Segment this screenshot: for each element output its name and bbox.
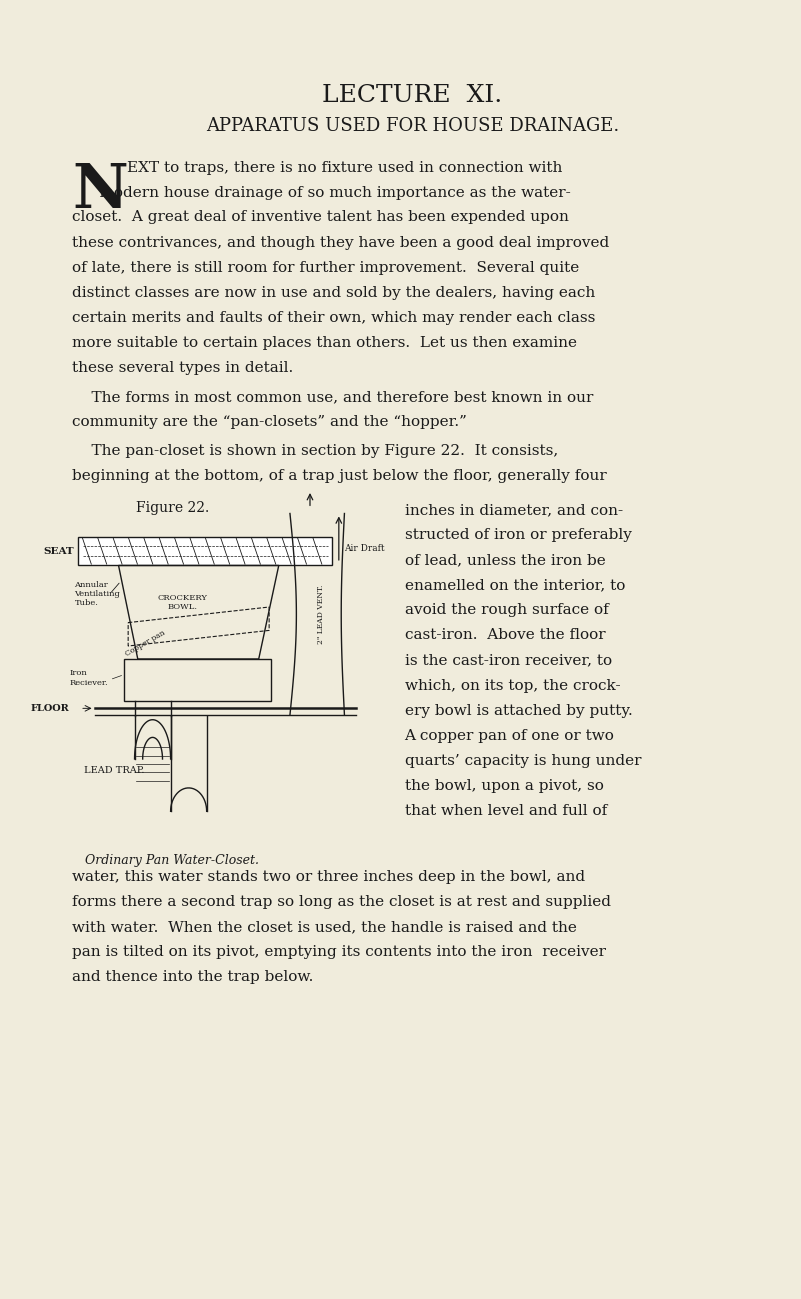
Text: Ordinary Pan Water-Closet.: Ordinary Pan Water-Closet. [85,855,260,868]
Text: ery bowl is attached by putty.: ery bowl is attached by putty. [405,704,632,717]
Text: quarts’ capacity is hung under: quarts’ capacity is hung under [405,753,641,768]
Text: closet.  A great deal of inventive talent has been expended upon: closet. A great deal of inventive talent… [72,210,569,225]
Text: and thence into the trap below.: and thence into the trap below. [72,970,313,985]
Text: A copper pan of one or two: A copper pan of one or two [405,729,614,743]
Text: Annular
Ventilating
Tube.: Annular Ventilating Tube. [74,581,120,608]
Text: Air Draft: Air Draft [344,544,385,553]
Text: these several types in detail.: these several types in detail. [72,361,293,375]
Text: 2" LEAD VENT.: 2" LEAD VENT. [317,585,325,644]
Text: forms there a second trap so long as the closet is at rest and supplied: forms there a second trap so long as the… [72,895,611,909]
Text: certain merits and faults of their own, which may render each class: certain merits and faults of their own, … [72,310,595,325]
Text: is the cast-iron receiver, to: is the cast-iron receiver, to [405,653,612,668]
Text: Iron
Reciever.: Iron Reciever. [70,669,108,687]
Text: enamelled on the interior, to: enamelled on the interior, to [405,578,625,592]
Text: that when level and full of: that when level and full of [405,804,606,818]
Text: inches in diameter, and con-: inches in diameter, and con- [405,503,622,517]
Text: avoid the rough surface of: avoid the rough surface of [405,603,608,617]
Text: Figure 22.: Figure 22. [135,500,209,514]
Text: CROCKERY
BOWL.: CROCKERY BOWL. [158,594,207,612]
Bar [78,536,332,565]
Text: the bowl, upon a pivot, so: the bowl, upon a pivot, so [405,779,603,792]
Text: LEAD TRAP.: LEAD TRAP. [84,765,145,774]
Text: FLOOR: FLOOR [31,704,70,713]
Text: LECTURE  XI.: LECTURE XI. [322,84,503,108]
Text: N: N [72,161,128,221]
Text: with water.  When the closet is used, the handle is raised and the: with water. When the closet is used, the… [72,920,577,934]
Text: more suitable to certain places than others.  Let us then examine: more suitable to certain places than oth… [72,335,577,349]
Text: Copper pan: Copper pan [124,629,167,659]
Text: distinct classes are now in use and sold by the dealers, having each: distinct classes are now in use and sold… [72,286,595,300]
Bar [124,659,271,700]
Text: EXT to traps, there is no fixture used in connection with: EXT to traps, there is no fixture used i… [127,161,562,175]
Text: The pan-closet is shown in section by Figure 22.  It consists,: The pan-closet is shown in section by Fi… [72,444,558,457]
Text: beginning at the bottom, of a trap just below the floor, generally four: beginning at the bottom, of a trap just … [72,469,607,483]
Text: of lead, unless the iron be: of lead, unless the iron be [405,553,606,568]
Text: APPARATUS USED FOR HOUSE DRAINAGE.: APPARATUS USED FOR HOUSE DRAINAGE. [206,117,619,135]
Text: pan is tilted on its pivot, emptying its contents into the iron  receiver: pan is tilted on its pivot, emptying its… [72,944,606,959]
Text: structed of iron or preferably: structed of iron or preferably [405,529,631,542]
Text: modern house drainage of so much importance as the water-: modern house drainage of so much importa… [80,186,571,200]
Text: which, on its top, the crock-: which, on its top, the crock- [405,678,620,692]
Text: community are the “pan-closets” and the “hopper.”: community are the “pan-closets” and the … [72,414,467,429]
Text: these contrivances, and though they have been a good deal improved: these contrivances, and though they have… [72,235,610,249]
Text: cast-iron.  Above the floor: cast-iron. Above the floor [405,629,605,643]
Text: SEAT: SEAT [44,547,74,556]
Text: The forms in most common use, and therefore best known in our: The forms in most common use, and theref… [72,390,594,404]
Text: of late, there is still room for further improvement.  Several quite: of late, there is still room for further… [72,261,579,274]
Text: water, this water stands two or three inches deep in the bowl, and: water, this water stands two or three in… [72,870,586,883]
